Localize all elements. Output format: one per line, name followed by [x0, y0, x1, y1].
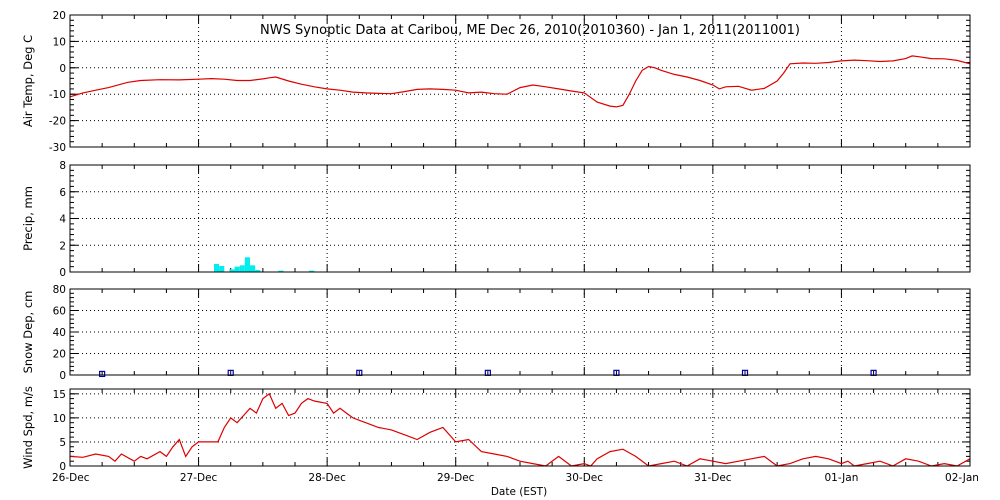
- snow-depth-marker: [99, 370, 106, 378]
- wind-y-axis-label: Wind Spd, m/s: [21, 386, 35, 469]
- precip-bar: [219, 265, 225, 272]
- precip-panel: 8 6 4 2 0 Precip, mm: [21, 160, 971, 279]
- precip-bar: [214, 263, 220, 272]
- x-tick-label: 29-Dec: [437, 472, 475, 484]
- temp-frame: [69, 14, 971, 148]
- y-tick-label: 10: [53, 36, 66, 48]
- temp-series-line: [69, 55, 971, 108]
- x-tick-labels: 26-Dec 27-Dec 28-Dec 29-Dec 30-Dec 31-Dec 01-J…: [52, 472, 979, 484]
- y-tick-label: 2: [59, 240, 66, 252]
- snow-y-axis-label: Snow Dep, cm: [21, 291, 35, 374]
- y-tick-label: 20: [53, 349, 66, 361]
- wind-frame: [69, 388, 971, 467]
- x-tick-label: 26-Dec: [52, 472, 90, 484]
- y-tick-label: -20: [49, 116, 66, 128]
- snow-panel: 80 60 40 20 0 Snow Dep, cm: [21, 284, 971, 382]
- y-tick-label: 10: [53, 413, 66, 425]
- precip-bar: [239, 265, 245, 272]
- y-tick-label: -10: [49, 89, 66, 101]
- precip-bar: [244, 257, 250, 272]
- x-axis-label: Date (EST): [491, 486, 547, 498]
- temp-y-axis-label: Air Temp, Deg C: [21, 35, 35, 127]
- precip-bar: [278, 270, 284, 272]
- x-tick-label: 31-Dec: [694, 472, 732, 484]
- y-tick-label: 4: [59, 214, 66, 226]
- x-tick-label: 30-Dec: [566, 472, 604, 484]
- x-tick-label: 02-Jan: [945, 472, 979, 484]
- y-tick-label: 0: [59, 370, 66, 382]
- precip-bar: [229, 269, 235, 272]
- x-tick-label: 01-Jan: [824, 472, 858, 484]
- precip-bar: [250, 265, 256, 272]
- y-tick-label: 80: [53, 284, 66, 296]
- y-tick-label: 0: [59, 63, 66, 75]
- precip-bar: [234, 266, 240, 272]
- y-tick-label: 8: [59, 160, 66, 172]
- y-tick-label: 6: [59, 187, 66, 199]
- y-tick-label: 60: [53, 306, 66, 318]
- y-tick-label: 15: [53, 389, 66, 401]
- y-tick-label: 0: [59, 461, 66, 473]
- precip-bar: [255, 269, 261, 272]
- y-tick-label: 5: [59, 437, 66, 449]
- y-tick-label: 0: [59, 267, 66, 279]
- wind-series-line: [69, 392, 971, 467]
- wind-panel: 15 10 5 0 Wind Spd, m/s: [21, 386, 971, 473]
- temp-panel: 20 10 0 -10 -20 -30 Air Temp, Deg C: [21, 10, 971, 154]
- y-tick-label: 20: [53, 10, 66, 22]
- precip-frame: [69, 164, 971, 273]
- x-tick-label: 28-Dec: [308, 472, 346, 484]
- snow-frame: [69, 288, 971, 376]
- precip-y-axis-label: Precip, mm: [21, 186, 35, 251]
- x-tick-label: 27-Dec: [180, 472, 218, 484]
- y-tick-label: -30: [49, 142, 66, 154]
- chart-title: NWS Synoptic Data at Caribou, ME Dec 26,…: [260, 23, 800, 38]
- precip-bar: [309, 270, 315, 272]
- y-tick-label: 40: [53, 327, 66, 339]
